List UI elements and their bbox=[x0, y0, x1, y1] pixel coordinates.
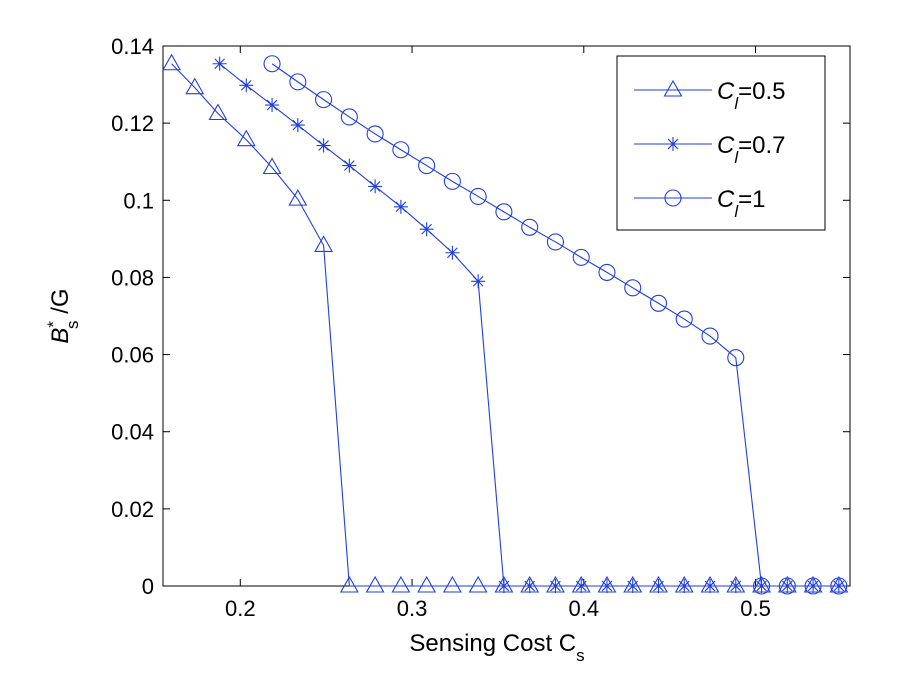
asterisk-marker bbox=[290, 118, 305, 133]
circle-marker bbox=[315, 91, 333, 109]
circle-marker bbox=[675, 310, 693, 328]
triangle-marker bbox=[314, 235, 334, 252]
asterisk-marker bbox=[651, 579, 666, 593]
circle-marker bbox=[495, 203, 513, 221]
y-axis-label: B*s /G bbox=[44, 288, 82, 343]
legend-entry: Cl=0.5 bbox=[634, 78, 786, 113]
ticks: 0.2 0.3 0.4 0.5 0 0.02 0.04 0.06 0.08 0.1 0.12 0.14 bbox=[111, 34, 850, 621]
asterisk-marker bbox=[316, 138, 331, 153]
circle-marker bbox=[443, 172, 461, 190]
y-tick-label: 0.12 bbox=[111, 111, 154, 136]
asterisk-marker bbox=[599, 579, 614, 593]
triangle-marker bbox=[391, 575, 411, 593]
circle-marker bbox=[418, 157, 436, 175]
asterisk-marker bbox=[522, 579, 537, 593]
triangle-marker bbox=[236, 129, 256, 147]
asterisk-marker bbox=[368, 179, 383, 194]
circle-marker bbox=[469, 187, 487, 205]
asterisk-marker bbox=[625, 579, 640, 593]
x-tick-label: 0.4 bbox=[568, 596, 599, 621]
y-tick-label: 0.04 bbox=[111, 420, 154, 445]
asterisk-marker bbox=[703, 579, 718, 593]
circle-marker bbox=[727, 349, 745, 367]
legend-label: Cl=0.7 bbox=[717, 132, 786, 167]
series-circle bbox=[263, 55, 848, 595]
asterisk-marker bbox=[677, 579, 692, 593]
circle-marker bbox=[649, 294, 668, 312]
circle-marker bbox=[624, 279, 642, 297]
series-line bbox=[271, 63, 839, 587]
triangle-marker bbox=[288, 189, 308, 206]
circle-marker bbox=[598, 263, 616, 281]
asterisk-marker bbox=[574, 579, 589, 593]
asterisk-marker bbox=[342, 158, 357, 173]
circle-marker bbox=[572, 248, 590, 266]
triangle-marker bbox=[339, 575, 359, 593]
asterisk-marker bbox=[393, 199, 408, 214]
triangle-marker bbox=[663, 79, 683, 97]
y-tick-label: 0.1 bbox=[123, 188, 154, 213]
circle-marker bbox=[392, 141, 410, 159]
y-tick-label: 0.06 bbox=[111, 343, 154, 368]
y-tick-label: 0 bbox=[142, 574, 154, 599]
asterisk-marker bbox=[265, 98, 280, 113]
x-tick-label: 0.5 bbox=[740, 596, 771, 621]
y-tick-label: 0.14 bbox=[111, 34, 154, 59]
circle-marker bbox=[263, 55, 281, 73]
circle-marker bbox=[289, 73, 307, 91]
legend-label: Cl=0.5 bbox=[717, 78, 786, 113]
triangle-marker bbox=[185, 77, 205, 95]
x-axis-label: Sensing Cost Cs bbox=[409, 630, 584, 665]
asterisk-marker bbox=[548, 579, 563, 593]
asterisk-marker bbox=[419, 222, 434, 237]
legend: Cl=0.5 Cl=0.7 Cl=1 bbox=[616, 55, 826, 231]
circle-marker bbox=[521, 218, 539, 236]
x-tick-label: 0.3 bbox=[397, 596, 428, 621]
triangle-marker bbox=[162, 53, 182, 71]
circle-marker bbox=[664, 189, 682, 207]
x-tick-label: 0.2 bbox=[225, 596, 256, 621]
asterisk-marker bbox=[212, 56, 227, 71]
circle-marker bbox=[701, 327, 719, 345]
y-tick-label: 0.02 bbox=[111, 497, 154, 522]
circle-marker bbox=[366, 125, 384, 143]
circle-marker bbox=[546, 233, 564, 251]
legend-box bbox=[616, 55, 826, 231]
triangle-marker bbox=[417, 575, 437, 593]
y-tick-label: 0.08 bbox=[111, 265, 154, 290]
asterisk-marker bbox=[445, 245, 460, 260]
asterisk-marker bbox=[471, 274, 486, 289]
triangle-marker bbox=[365, 575, 385, 593]
circle-marker bbox=[804, 577, 822, 595]
asterisk-marker bbox=[496, 579, 511, 593]
circle-marker bbox=[340, 108, 358, 126]
triangle-marker bbox=[262, 157, 282, 175]
triangle-marker bbox=[442, 575, 462, 593]
series-group bbox=[162, 53, 849, 595]
asterisk-marker bbox=[728, 579, 743, 593]
legend-entry: Cl=1 bbox=[634, 186, 766, 221]
asterisk-marker bbox=[666, 137, 680, 151]
circle-marker bbox=[830, 577, 848, 595]
triangle-marker bbox=[468, 575, 488, 593]
legend-entry: Cl=0.7 bbox=[634, 132, 786, 167]
circle-marker bbox=[778, 577, 796, 595]
legend-label: Cl=1 bbox=[717, 186, 766, 221]
asterisk-marker bbox=[239, 78, 254, 93]
triangle-marker bbox=[208, 103, 228, 121]
circle-marker bbox=[752, 577, 771, 595]
